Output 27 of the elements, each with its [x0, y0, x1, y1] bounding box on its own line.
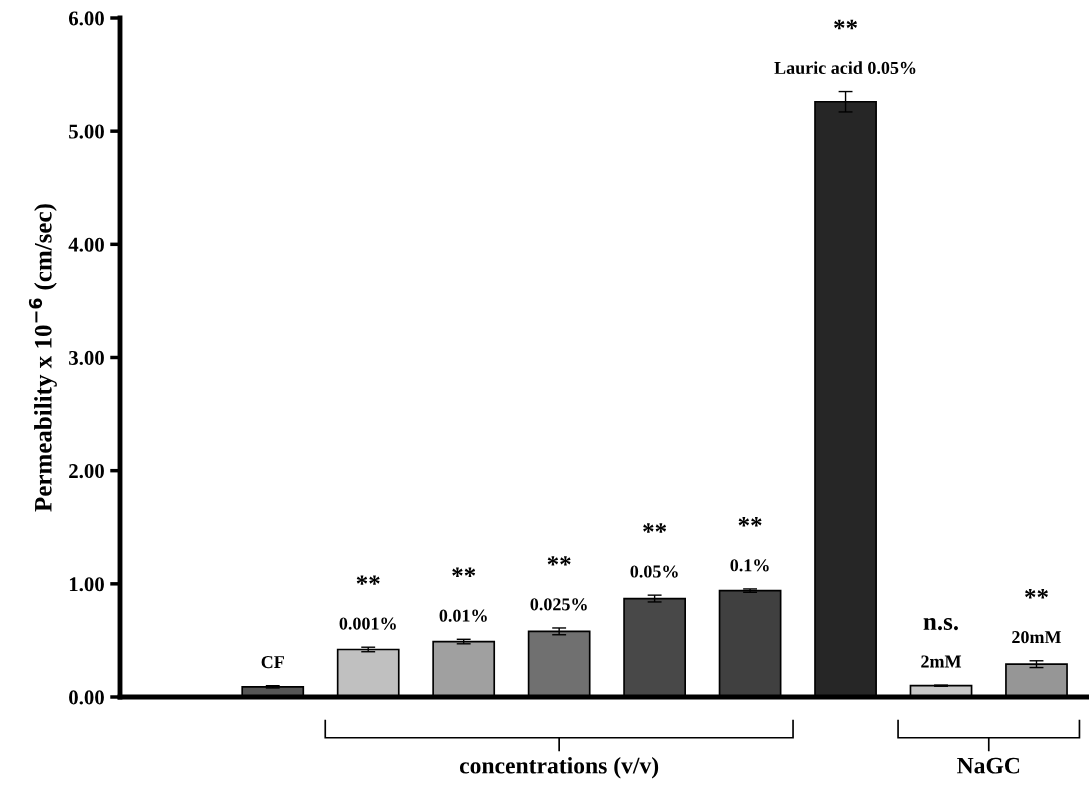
annotation: **: [356, 575, 380, 585]
annotation: **: [738, 517, 762, 527]
y-tick-label: 0.00: [69, 690, 104, 705]
y-tick-label: 6.00: [68, 11, 104, 26]
x-tick-label: 20mM: [1012, 631, 1062, 644]
annotation: **: [834, 19, 858, 30]
text: concentrations (v/v): [459, 756, 659, 779]
x-tick-label: 0.01%: [439, 609, 487, 622]
y-axis-title: Permeability x 10$^{−6}$ (cm/sec): [28, 204, 57, 512]
x-tick-label: CF: [261, 655, 284, 669]
annotation: **: [643, 523, 667, 533]
annotation: n.s.: [923, 618, 958, 631]
x-tick-label: Lauric acid 0.05%: [774, 61, 916, 75]
y-tick-label: 4.00: [68, 237, 104, 252]
x-tick-label: 0.025%: [530, 598, 587, 611]
x-tick-label: 0.05%: [630, 565, 678, 578]
text: NaGC: [957, 757, 1020, 774]
y-tick-label: 1.00: [69, 577, 104, 592]
y-tick-label: 2.00: [69, 464, 104, 479]
y-tick-label: 3.00: [69, 350, 104, 366]
x-tick-label: 0.1%: [730, 559, 769, 572]
x-tick-label: 0.001%: [339, 617, 396, 630]
annotation: **: [452, 567, 476, 577]
annotation: **: [1025, 588, 1048, 599]
x-tick-label: 2mM: [921, 655, 962, 668]
annotation: **: [547, 556, 571, 566]
y-tick-label: 5.00: [69, 124, 104, 139]
